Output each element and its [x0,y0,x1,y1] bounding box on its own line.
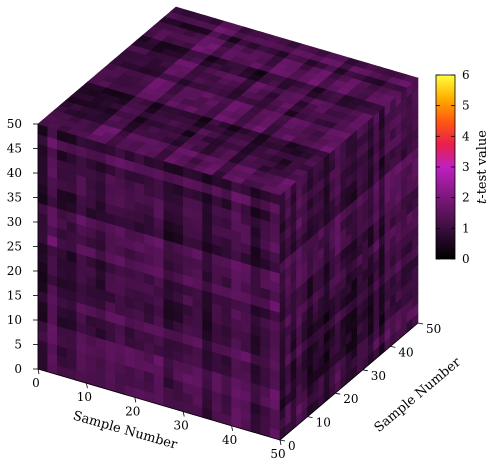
y-axis-title: Sample Number [372,354,465,435]
y-tick [307,416,313,418]
y-tick-label: 40 [398,345,413,359]
y-tick-label: 20 [343,392,358,406]
x-tick [37,368,40,375]
z-tick-label: 20 [7,264,22,278]
front-face [37,123,281,441]
cube-faces [37,6,419,441]
x-tick [182,411,185,417]
top-face [37,6,419,196]
z-tick-label: 30 [7,215,22,229]
x-tick-label: 10 [77,390,92,404]
x-tick-label: 50 [270,447,285,458]
colorbar: 0 1 2 3 4 5 6 t-test value [435,68,489,266]
x-tick [86,383,88,389]
y-axis-line [279,322,419,441]
colorbar-tick-label: 0 [462,252,470,266]
y-tick-label: 0 [288,439,296,453]
z-tick-label: 15 [7,289,22,303]
z-tick-label: 35 [7,191,22,205]
colorbar-tick-label: 3 [462,160,470,174]
colorbar-tick-label: 5 [462,99,470,113]
y-tick [417,322,424,325]
x-tick-label: 0 [32,376,40,390]
z-tick-label: 10 [7,313,22,327]
z-tick-label: 0 [14,362,22,376]
axis-ticks: 0102030405001020304050051015202530354045… [7,117,442,458]
y-tick [390,346,396,348]
y-tick-label: 30 [371,369,386,383]
y-tick [279,439,286,442]
colorbar-title: t-test value [475,130,489,204]
x-tick [279,439,282,446]
right-face [279,77,419,441]
z-tick-label: 5 [14,338,22,352]
z-tick-label: 45 [7,142,22,156]
x-tick-label: 40 [222,433,237,447]
z-tick-label: 40 [7,166,22,180]
y-tick-label: 10 [316,416,331,430]
x-tick-label: 30 [174,419,189,433]
colorbar-tick-label: 4 [462,129,470,143]
z-tick-label: 50 [7,117,22,131]
x-axis-line [37,368,281,441]
colorbar-tick-label: 6 [462,68,470,82]
y-tick-label: 50 [426,322,441,336]
heatmap-cell [402,74,419,84]
colorbar-tick-label: 2 [462,191,470,205]
x-tick [134,397,137,403]
colorbar-tick-label: 1 [462,221,470,235]
x-tick-label: 20 [125,404,140,418]
y-tick [362,369,368,372]
x-tick [231,425,233,431]
z-tick-label: 25 [7,240,22,254]
y-tick [335,392,341,395]
